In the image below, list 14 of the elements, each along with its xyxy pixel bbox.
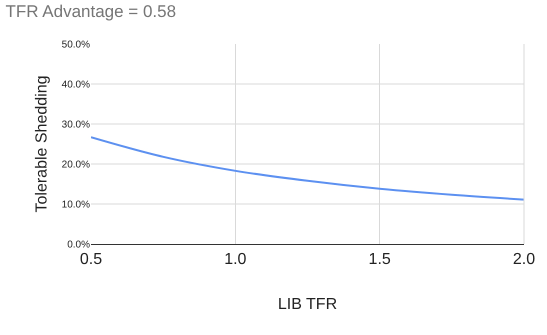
y-tick-label: 40.0%	[62, 80, 90, 90]
x-axis-title: LIB TFR	[278, 296, 338, 313]
x-tick-label: 2.0	[512, 251, 536, 268]
chart-title: TFR Advantage = 0.58	[5, 2, 176, 21]
y-tick-label: 20.0%	[62, 160, 90, 170]
y-tick-label: 50.0%	[62, 40, 90, 50]
x-tick-label: 1.0	[224, 251, 247, 268]
x-tick-label: 1.5	[368, 251, 391, 268]
x-tick-label: 0.5	[80, 251, 102, 268]
y-tick-label: 0.0%	[67, 240, 90, 250]
y-tick-label: 30.0%	[62, 120, 90, 130]
y-axis-title: Tolerable Shedding	[34, 76, 51, 212]
line-series	[91, 136, 524, 201]
y-tick-label: 10.0%	[62, 200, 90, 210]
